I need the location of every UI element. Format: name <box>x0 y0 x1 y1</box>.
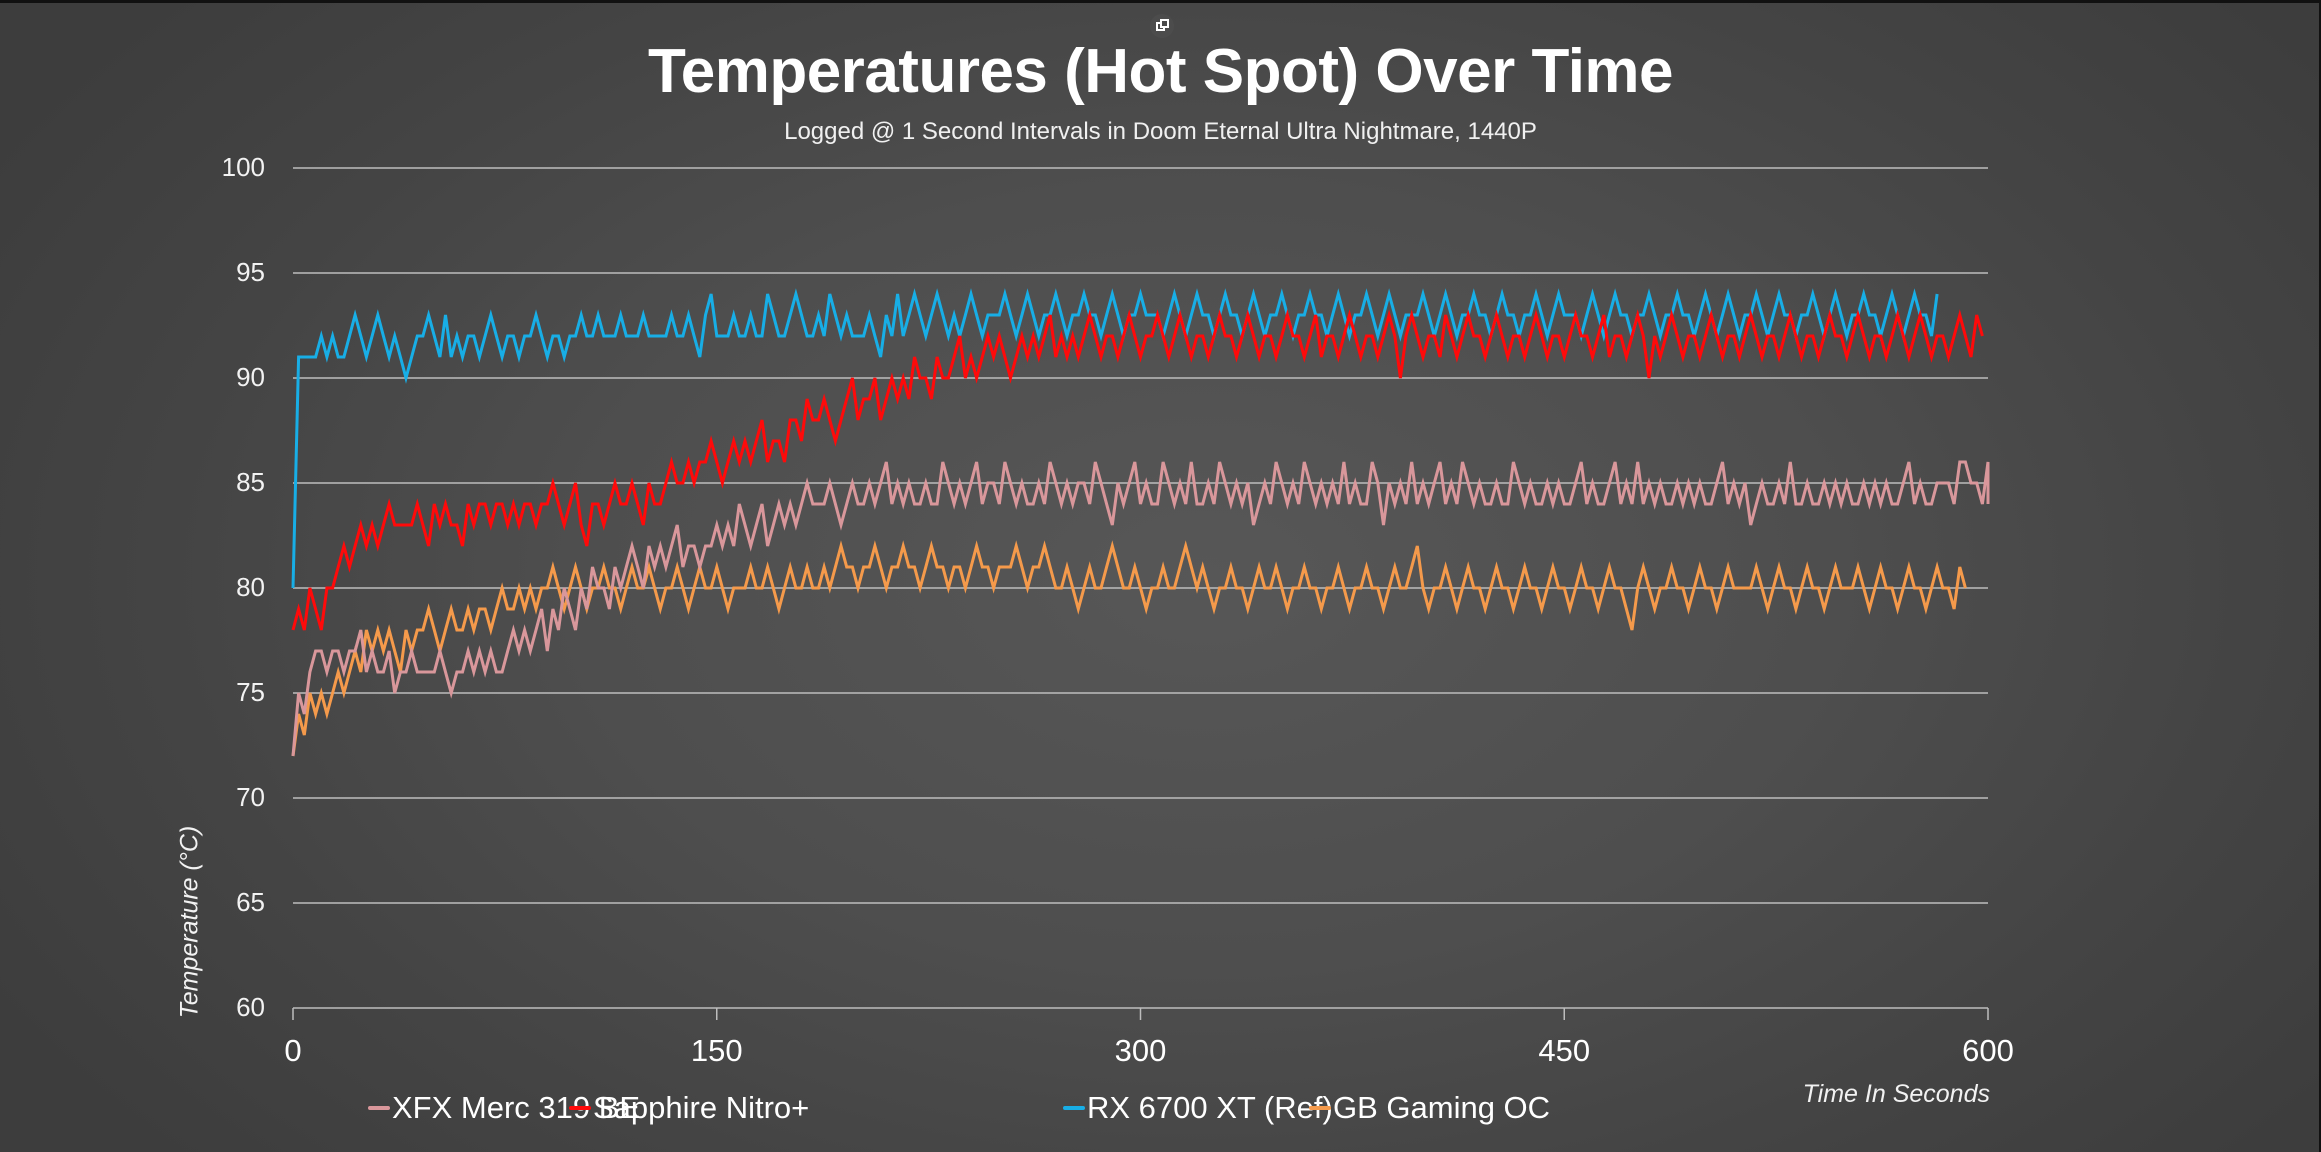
window-right-border <box>2319 0 2321 1152</box>
legend-item[interactable]: GB Gaming OC <box>1309 1090 1550 1126</box>
chart-title: Temperatures (Hot Spot) Over Time <box>647 37 1674 106</box>
y-tick-label: 95 <box>236 257 265 287</box>
legend-label: Sapphire Nitro+ <box>593 1090 810 1125</box>
series-line-rx-6700-xt-ref <box>291 288 1939 589</box>
x-tick-label: 0 <box>284 1033 302 1068</box>
window-top-border <box>0 0 2321 3</box>
y-tick-label: 70 <box>236 782 265 812</box>
series-line-gb-gaming-oc <box>291 540 1967 757</box>
legend-item[interactable]: XFX Merc 319 BE <box>368 1090 640 1126</box>
legend-label: XFX Merc 319 BE <box>392 1090 641 1125</box>
y-tick-label: 60 <box>236 992 265 1022</box>
chart-subtitle: Logged @ 1 Second Intervals in Doom Eter… <box>784 118 1537 145</box>
x-tick-label: 150 <box>690 1033 743 1068</box>
series-line-xfx-merc-319-be <box>291 460 1990 757</box>
y-tick-label: 80 <box>236 572 265 602</box>
popout-square-front <box>1160 19 1169 28</box>
legend-swatch-icon <box>1309 1106 1331 1110</box>
x-axis-label: Time In Seconds <box>1802 1080 1990 1108</box>
legend-swatch-icon <box>569 1106 591 1110</box>
x-tick-label: 450 <box>1538 1033 1591 1068</box>
x-tick-label: 600 <box>1962 1033 2014 1068</box>
y-tick-label: 85 <box>236 467 265 497</box>
y-axis-label: Temperature (°C) <box>175 825 204 1019</box>
y-tick-label: 100 <box>221 152 265 182</box>
legend-label: GB Gaming OC <box>1333 1090 1551 1125</box>
y-tick-label: 65 <box>236 887 265 917</box>
popout-window-icon[interactable] <box>1150 14 1174 38</box>
legend-swatch-icon <box>368 1106 390 1110</box>
legend-item[interactable]: Sapphire Nitro+ <box>569 1090 809 1126</box>
series-line-sapphire-nitro <box>291 309 1984 631</box>
legend-swatch-icon <box>1063 1106 1085 1110</box>
x-tick-label: 300 <box>1114 1033 1167 1068</box>
y-tick-label: 90 <box>236 362 265 392</box>
legend-item[interactable]: RX 6700 XT (Ref) <box>1063 1090 1333 1126</box>
legend-label: RX 6700 XT (Ref) <box>1087 1090 1333 1125</box>
y-tick-label: 75 <box>236 677 265 707</box>
